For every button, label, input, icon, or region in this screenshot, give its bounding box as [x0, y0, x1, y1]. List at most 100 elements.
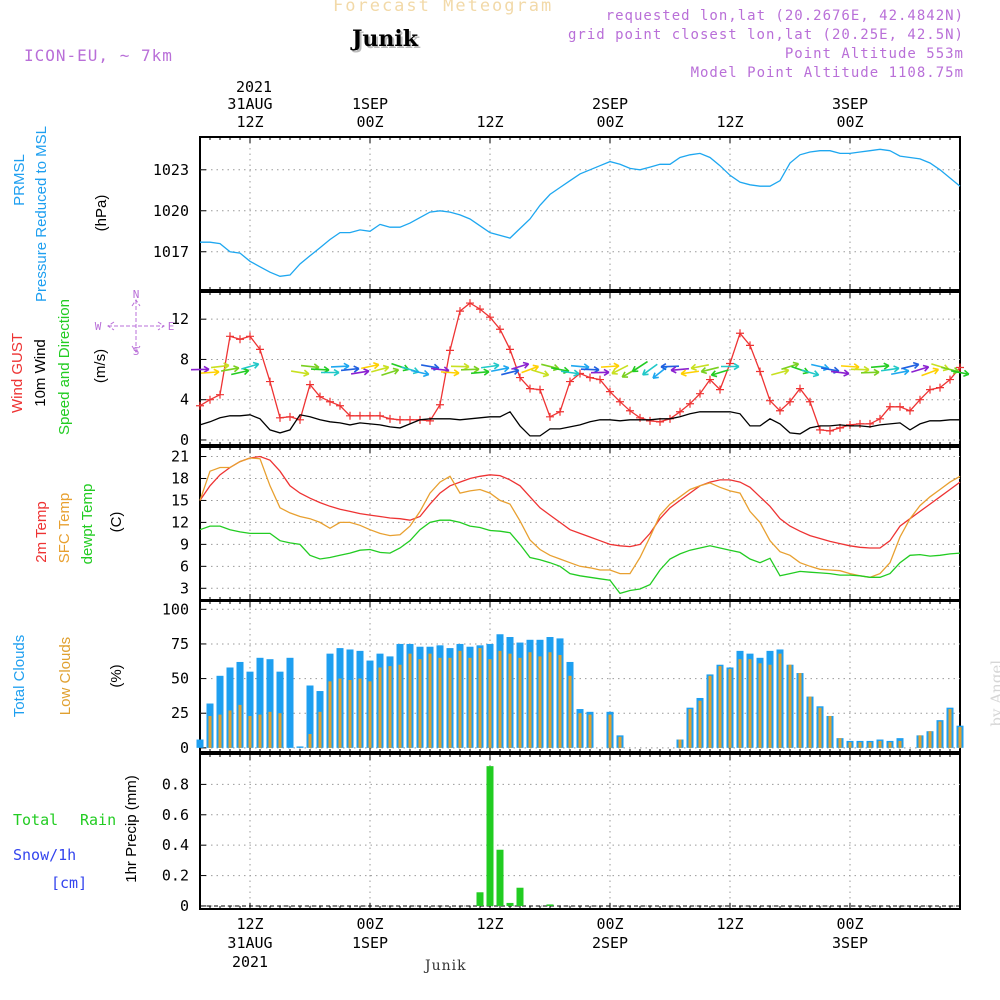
gust-point-marker: [586, 373, 594, 382]
arrow-shaft: [551, 367, 569, 373]
gust-point-marker: [456, 307, 464, 316]
arrow-head: [203, 365, 210, 374]
top-hour-label: 00Z: [356, 113, 383, 131]
arrow-shaft: [901, 363, 919, 370]
gust-point-marker: [696, 389, 704, 398]
arrow-head: [483, 368, 490, 376]
gust-point-marker: [276, 413, 284, 422]
low-cloud-bar: [238, 704, 242, 748]
wind-direction-arrow: [391, 362, 410, 372]
arrow-head: [353, 365, 360, 373]
top-year-label: 2021: [236, 78, 272, 96]
gust-point-marker: [426, 416, 434, 425]
low-cloud-bar: [868, 742, 872, 748]
arrow-shaft: [310, 368, 330, 371]
gust-point-marker: [936, 383, 944, 392]
low-cloud-bar: [708, 675, 712, 748]
arrow-head: [883, 362, 890, 370]
gust-point-marker: [526, 384, 534, 393]
arrow-head: [611, 368, 618, 375]
low-cloud-bar: [528, 652, 532, 748]
arrow-head: [333, 368, 340, 377]
bottom-date-label: 1SEP: [352, 934, 388, 952]
low-cloud-bar: [838, 738, 842, 748]
arrow-head: [343, 362, 350, 370]
gust-point-marker: [286, 412, 294, 421]
gust-point-marker: [266, 377, 274, 386]
arrow-shaft: [830, 370, 850, 375]
bottom-date-label: 31AUG: [227, 934, 272, 952]
wind-direction-arrow: [870, 362, 890, 370]
wind-direction-arrow: [921, 367, 940, 377]
low-cloud-bar: [778, 653, 782, 748]
arrow-shaft: [840, 365, 860, 368]
low-cloud-bar: [548, 652, 552, 748]
total-rain-label-total: Total: [13, 811, 58, 829]
arrow-shaft: [642, 363, 658, 376]
low-cloud-bar: [928, 731, 932, 748]
wind-direction-arrow: [801, 369, 820, 378]
gust-point-marker: [366, 411, 374, 420]
arrow-head: [963, 369, 970, 377]
low-cloud-bar: [798, 673, 802, 748]
arrow-head: [252, 361, 260, 369]
arrow-shaft: [870, 364, 890, 369]
pressure-label-prmsl: PRMSL: [11, 154, 28, 206]
gust-point-marker: [916, 395, 924, 404]
gust-point-marker: [316, 392, 324, 401]
gust-point-marker: [236, 335, 244, 344]
wind-direction-arrow: [470, 368, 490, 376]
arrow-shaft: [440, 371, 460, 374]
gust-point-marker: [206, 395, 214, 404]
low-cloud-bar: [538, 656, 542, 748]
low-cloud-bar: [308, 733, 312, 748]
gridpoint-coordinates: grid point closest lon,lat (20.25E, 42.5…: [567, 27, 964, 43]
bottom-hour-label: 12Z: [476, 915, 503, 933]
low-cloud-bar: [678, 739, 682, 748]
y-tick-label: 1020: [153, 202, 189, 220]
precip-bar: [486, 766, 494, 906]
low-cloud-bar: [558, 655, 562, 748]
wind-direction-arrow: [911, 364, 930, 373]
low-cloud-bar: [888, 742, 892, 748]
gust-point-marker: [326, 397, 334, 406]
arrow-shaft: [491, 367, 509, 373]
low-cloud-bar: [278, 713, 282, 748]
wind-direction-arrow: [350, 368, 370, 376]
gust-point-marker: [556, 407, 564, 416]
wind-direction-arrow: [340, 365, 360, 373]
wind-direction-label: Speed and Direction: [56, 299, 73, 435]
arrow-head: [680, 369, 687, 377]
gust-point-marker: [386, 414, 394, 423]
y-tick-label: 12: [171, 310, 189, 328]
series-line: [199, 457, 961, 578]
y-tick-label: 0: [180, 431, 189, 449]
low-cloud-bar: [788, 664, 792, 748]
low-cloud-bar: [338, 678, 342, 748]
arrow-head: [503, 365, 510, 373]
low-cloud-bar: [268, 711, 272, 748]
wind-direction-arrow: [690, 363, 709, 371]
arrow-shaft: [231, 369, 249, 376]
gust-point-marker: [336, 401, 344, 410]
low-cloud-bar: [458, 650, 462, 748]
arrow-shaft: [220, 367, 240, 372]
wind-direction-arrow: [371, 364, 390, 373]
arrow-head: [223, 362, 230, 370]
panel-frame-pressure: [199, 136, 961, 291]
top-hour-label: 12Z: [716, 113, 743, 131]
low-cloud-bar: [618, 736, 622, 748]
arrow-head: [473, 365, 480, 374]
gust-point-marker: [896, 402, 904, 411]
wind-direction-arrow: [781, 361, 800, 371]
gust-point-marker: [876, 414, 884, 423]
arrow-head: [843, 369, 850, 377]
gust-point-marker: [646, 416, 654, 425]
arrow-shaft: [521, 365, 539, 374]
low-cloud-bar: [368, 681, 372, 748]
top-hour-label: 12Z: [476, 113, 503, 131]
y-tick-label: 100: [162, 600, 189, 618]
arrow-head: [932, 367, 940, 375]
arrow-shaft: [880, 367, 900, 372]
arrow-head: [812, 370, 820, 378]
